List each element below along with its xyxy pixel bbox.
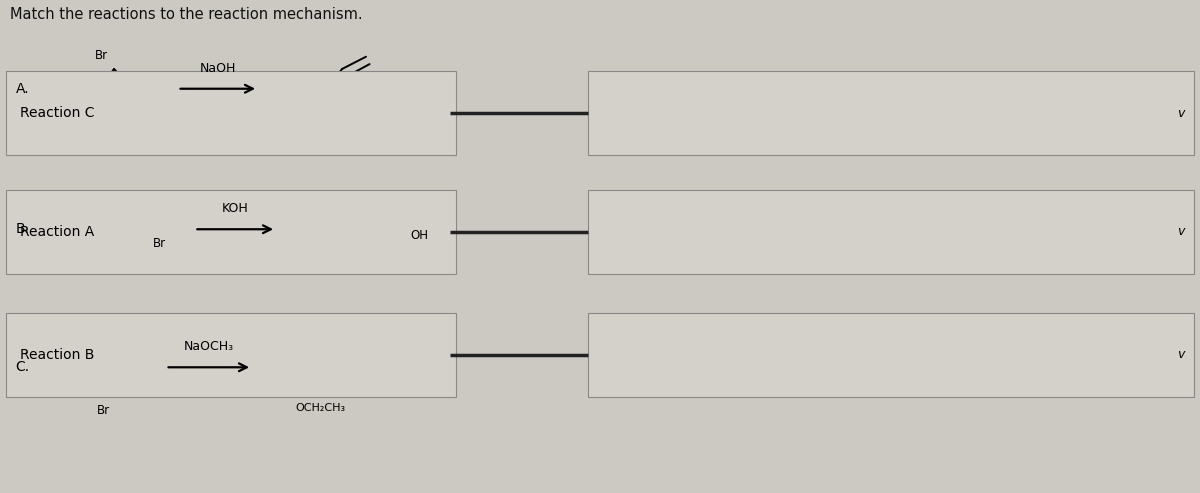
Text: NaOCH₃: NaOCH₃ [184, 341, 234, 353]
Text: B.: B. [16, 222, 30, 236]
Text: NaOH: NaOH [199, 62, 236, 75]
Text: OCH₂CH₃: OCH₂CH₃ [295, 403, 346, 413]
Text: C.: C. [16, 360, 30, 374]
Bar [588, 313, 1194, 397]
Text: KOH: KOH [222, 203, 248, 215]
Bar [588, 71, 1194, 155]
Text: Reaction C: Reaction C [20, 106, 95, 120]
Bar [6, 71, 456, 155]
Text: Br: Br [97, 404, 110, 417]
Text: v: v [1177, 349, 1184, 361]
Text: v: v [1177, 107, 1184, 120]
Text: OH: OH [410, 229, 428, 242]
Text: Br: Br [152, 237, 166, 249]
Bar [6, 190, 456, 274]
Text: v: v [1177, 225, 1184, 238]
Text: Reaction A: Reaction A [20, 225, 95, 239]
Text: Reaction B: Reaction B [20, 348, 95, 362]
Text: Match the reactions to the reaction mechanism.: Match the reactions to the reaction mech… [10, 7, 362, 22]
Text: Br: Br [95, 49, 108, 62]
Bar [6, 313, 456, 397]
Text: A.: A. [16, 82, 29, 96]
Bar [588, 190, 1194, 274]
